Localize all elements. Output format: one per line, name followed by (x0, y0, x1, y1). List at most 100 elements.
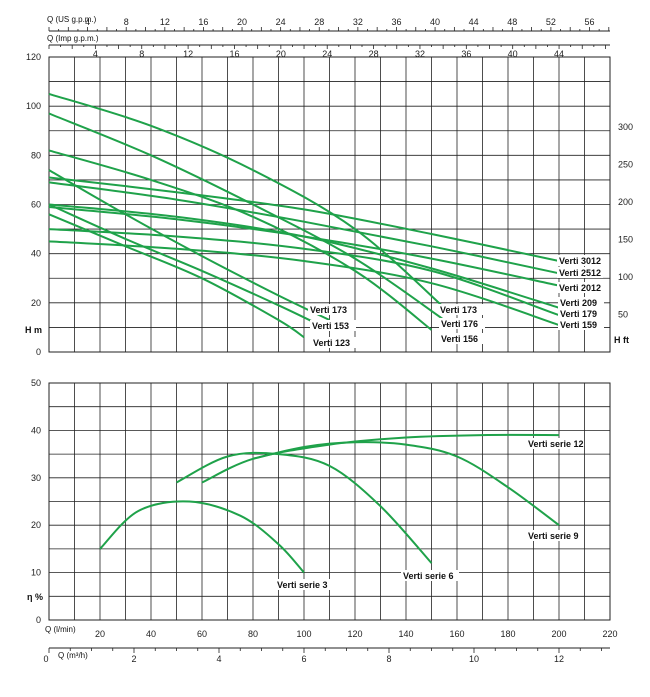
series-label-bg (275, 579, 333, 590)
series-label: Verti 179 (560, 309, 597, 319)
x-axis-label: Q (l/min) (45, 625, 76, 634)
series-label: Verti serie 3 (277, 580, 328, 590)
head-curve-verti-2512 (48, 181, 560, 275)
efficiency-curve-verti-serie-12 (201, 433, 560, 484)
us-gpm-tick-label: 48 (507, 17, 517, 27)
us-gpm-tick-label: 40 (430, 17, 440, 27)
series-label: Verti 3012 (559, 256, 601, 266)
efficiency-curve-verti-serie-6 (176, 451, 433, 564)
head-curve-verti-159 (48, 240, 560, 326)
imp-gpm-tick-label: 16 (229, 49, 239, 59)
y-right-tick-label: 100 (618, 272, 633, 282)
m3h-tick-label: 8 (386, 654, 391, 664)
series-label-bg (439, 318, 485, 329)
y-axis-label: η % (27, 592, 43, 602)
us-gpm-tick-label: 32 (353, 17, 363, 27)
y-axis-label: H m (25, 325, 42, 335)
series-label-bg (526, 530, 584, 541)
y-right-tick-label: 50 (618, 310, 628, 320)
y-right-tick-label: 300 (618, 122, 633, 132)
y-tick-label: 50 (31, 378, 41, 388)
x-tick-label: 120 (347, 629, 362, 639)
x-tick-label: 200 (551, 629, 566, 639)
y-tick-label: 20 (31, 520, 41, 530)
m3h-tick-label: 0 (43, 654, 48, 664)
y-tick-label: 30 (31, 473, 41, 483)
imp-gpm-tick-label: 44 (554, 49, 564, 59)
y-right-tick-label: 250 (618, 160, 633, 170)
series-label-bg (308, 304, 354, 315)
m3h-tick-label: 10 (469, 654, 479, 664)
y-tick-label: 60 (31, 200, 41, 210)
head-curve-verti-209 (48, 203, 560, 309)
y-tick-label: 0 (36, 615, 41, 625)
imp-gpm-axis-label: Q (Imp g.p.m.) (47, 34, 99, 43)
head-curve-verti-173 (48, 92, 445, 309)
imp-gpm-tick-label: 4 (93, 49, 98, 59)
m3h-tick-label: 2 (131, 654, 136, 664)
x-tick-label: 80 (248, 629, 258, 639)
imp-gpm-tick-label: 12 (183, 49, 193, 59)
us-gpm-tick-label: 24 (276, 17, 286, 27)
y-tick-label: 40 (31, 425, 41, 435)
x-tick-label: 40 (146, 629, 156, 639)
y-right-tick-label: 150 (618, 235, 633, 245)
series-label-bg (557, 267, 603, 278)
head-curve-verti-3012 (48, 176, 560, 262)
x2-axis-label: Q (m³/h) (58, 651, 88, 660)
x-tick-label: 180 (500, 629, 515, 639)
x-tick-label: 100 (296, 629, 311, 639)
series-label-bg (558, 297, 604, 308)
us-gpm-tick-label: 56 (584, 17, 594, 27)
imp-gpm-tick-label: 32 (415, 49, 425, 59)
imp-gpm-tick-label: 36 (461, 49, 471, 59)
us-gpm-axis-label: Q (US g.p.m.) (47, 15, 97, 24)
us-gpm-tick-label: 36 (391, 17, 401, 27)
series-label-bg (439, 333, 485, 344)
series-label: Verti serie 12 (528, 439, 584, 449)
y-tick-label: 100 (26, 101, 41, 111)
series-label-bg (311, 337, 357, 348)
series-label: Verti 2512 (559, 268, 601, 278)
series-label-bg (401, 570, 459, 581)
x-tick-label: 20 (95, 629, 105, 639)
imp-gpm-tick-label: 20 (276, 49, 286, 59)
us-gpm-tick-label: 28 (314, 17, 324, 27)
efficiency-curve-verti-serie-9 (252, 441, 560, 527)
imp-gpm-tick-label: 40 (508, 49, 518, 59)
y-tick-label: 20 (31, 298, 41, 308)
series-label: Verti 156 (441, 334, 478, 344)
head-chart: 0 20 40 60 80 100 120 H m 50 100 150 200 250 300 H ft Q… (25, 15, 633, 357)
series-label-bg (310, 320, 356, 331)
series-label: Verti 123 (313, 338, 350, 348)
series-label: Verti 173 (310, 305, 347, 315)
series-label-bg (526, 438, 584, 449)
head-curve-verti-153 (48, 203, 325, 329)
series-label-bg (557, 255, 603, 266)
us-gpm-tick-label: 20 (237, 17, 247, 27)
series-label: Verti serie 9 (528, 531, 579, 541)
imp-gpm-tick-label: 24 (322, 49, 332, 59)
series-label-bg (557, 282, 603, 293)
x-tick-label: 220 (602, 629, 617, 639)
y-tick-label: 40 (31, 249, 41, 259)
series-label: Verti 159 (560, 320, 597, 330)
head-curve-verti-179 (48, 228, 560, 317)
us-gpm-tick-label: 12 (160, 17, 170, 27)
imp-gpm-tick-label: 8 (139, 49, 144, 59)
imp-gpm-tick-label: 28 (369, 49, 379, 59)
us-gpm-tick-label: 44 (469, 17, 479, 27)
head-curve-verti-176 (48, 112, 445, 321)
y-tick-label: 120 (26, 52, 41, 62)
us-gpm-tick-label: 8 (124, 17, 129, 27)
series-label: Verti 153 (312, 321, 349, 331)
head-curve-verti-173 (48, 169, 330, 321)
x-tick-label: 140 (398, 629, 413, 639)
us-gpm-tick-label: 16 (198, 17, 208, 27)
y-tick-label: 80 (31, 150, 41, 160)
y-tick-label: 10 (31, 568, 41, 578)
plot-frame (48, 382, 611, 621)
efficiency-curve-verti-serie-3 (99, 500, 305, 574)
